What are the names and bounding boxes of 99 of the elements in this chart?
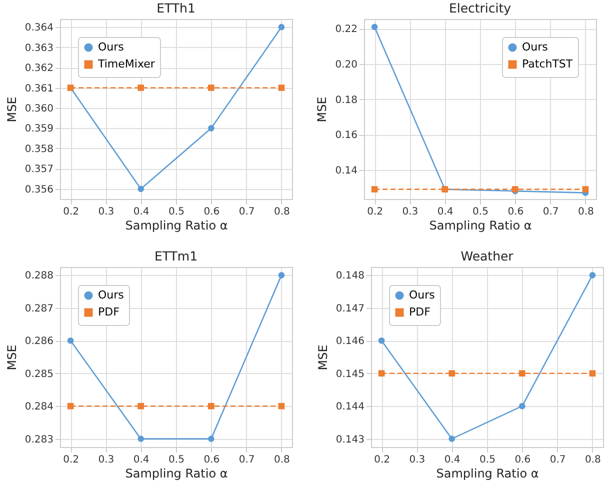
x-tick-label: 0.2 bbox=[374, 454, 390, 466]
y-tick-label: 0.285 bbox=[24, 368, 54, 380]
x-tick-label: 0.7 bbox=[542, 206, 559, 218]
legend-label: PatchTST bbox=[522, 58, 573, 70]
legend-label: TimeMixer bbox=[97, 58, 156, 70]
y-tick-label: 0.361 bbox=[24, 83, 54, 94]
y-tick-label: 0.356 bbox=[24, 184, 54, 196]
point bbox=[378, 370, 385, 377]
point bbox=[278, 272, 285, 278]
x-tick-label: 0.5 bbox=[168, 206, 184, 218]
x-tick-label: 0.8 bbox=[585, 454, 601, 466]
x-tick-label: 0.7 bbox=[238, 454, 255, 466]
chart-title: Weather bbox=[460, 248, 514, 264]
point bbox=[378, 337, 385, 344]
x-axis-title: Sampling Ratio α bbox=[436, 466, 539, 480]
legend-label: Ours bbox=[409, 288, 436, 302]
y-tick-label: 0.148 bbox=[336, 270, 364, 282]
point bbox=[518, 370, 526, 377]
point bbox=[582, 186, 589, 192]
point bbox=[278, 24, 285, 30]
x-tick-label: 0.4 bbox=[437, 206, 454, 218]
y-tick-label: 0.14 bbox=[335, 165, 358, 176]
x-tick-label: 0.3 bbox=[409, 454, 426, 466]
point bbox=[371, 24, 378, 30]
point bbox=[518, 402, 526, 410]
y-tick-label: 0.360 bbox=[24, 103, 54, 114]
x-tick-label: 0.2 bbox=[367, 206, 383, 218]
x-tick-label: 0.5 bbox=[480, 454, 496, 466]
legend-label: PDF bbox=[98, 306, 120, 318]
y-tick-label: 0.22 bbox=[335, 24, 358, 36]
legend-label: PDF bbox=[409, 306, 430, 318]
legend-label: Ours bbox=[98, 288, 124, 302]
x-tick-label: 0.2 bbox=[63, 206, 79, 218]
y-tick-label: 0.146 bbox=[336, 336, 364, 348]
chart-title: Electricity bbox=[448, 0, 512, 16]
point bbox=[208, 436, 214, 442]
y-tick-label: 0.284 bbox=[24, 402, 54, 413]
y-tick-label: 0.288 bbox=[24, 270, 54, 282]
y-tick-label: 0.362 bbox=[24, 63, 54, 74]
point bbox=[371, 186, 378, 192]
x-tick-label: 0.4 bbox=[133, 454, 150, 466]
x-tick-label: 0.8 bbox=[578, 206, 594, 218]
y-axis-title: MSE bbox=[4, 96, 19, 122]
y-tick-label: 0.359 bbox=[24, 124, 54, 135]
y-tick-label: 0.363 bbox=[24, 42, 54, 54]
chart-title: ETTh1 bbox=[156, 0, 196, 16]
legend-label: Ours bbox=[522, 40, 548, 54]
y-axis-title: MSE bbox=[316, 344, 330, 370]
point bbox=[67, 337, 74, 344]
x-tick-label: 0.4 bbox=[444, 454, 460, 466]
y-tick-label: 0.20 bbox=[335, 60, 358, 70]
point bbox=[208, 125, 214, 132]
y-tick-label: 0.287 bbox=[24, 303, 54, 314]
y-axis-title: MSE bbox=[315, 96, 330, 122]
point bbox=[208, 84, 214, 91]
y-tick-label: 0.358 bbox=[24, 144, 54, 155]
point bbox=[67, 402, 74, 410]
y-tick-label: 0.286 bbox=[24, 336, 54, 348]
point bbox=[138, 402, 144, 410]
x-tick-label: 0.7 bbox=[238, 206, 255, 218]
y-tick-label: 0.357 bbox=[24, 164, 54, 176]
x-tick-label: 0.6 bbox=[508, 206, 524, 218]
y-tick-label: 0.147 bbox=[336, 303, 364, 314]
y-tick-label: 0.16 bbox=[335, 130, 358, 142]
x-tick-label: 0.8 bbox=[274, 454, 290, 466]
y-tick-label: 0.283 bbox=[24, 434, 54, 446]
x-axis-title: Sampling Ratio α bbox=[125, 466, 228, 480]
point bbox=[448, 370, 456, 377]
point bbox=[138, 436, 144, 442]
y-tick-label: 0.143 bbox=[336, 434, 364, 446]
y-axis-title: MSE bbox=[4, 344, 19, 370]
legend-label: Ours bbox=[98, 40, 124, 54]
y-tick-label: 0.145 bbox=[336, 368, 364, 380]
x-tick-label: 0.6 bbox=[514, 454, 531, 466]
x-axis-title: Sampling Ratio α bbox=[429, 218, 532, 232]
x-tick-label: 0.5 bbox=[472, 206, 488, 218]
point bbox=[208, 402, 214, 410]
point bbox=[138, 84, 144, 91]
x-tick-label: 0.3 bbox=[402, 206, 418, 218]
x-tick-label: 0.6 bbox=[204, 206, 220, 218]
chart-title: ETTm1 bbox=[154, 248, 198, 264]
point bbox=[278, 402, 285, 410]
x-tick-label: 0.7 bbox=[550, 454, 566, 466]
y-tick-label: 0.364 bbox=[24, 22, 54, 34]
x-axis-title: Sampling Ratio α bbox=[125, 218, 228, 232]
x-tick-label: 0.8 bbox=[274, 206, 290, 218]
y-tick-label: 0.144 bbox=[336, 402, 364, 413]
x-tick-label: 0.3 bbox=[98, 206, 114, 218]
point bbox=[589, 370, 596, 377]
x-tick-label: 0.5 bbox=[168, 454, 184, 466]
point bbox=[278, 84, 285, 91]
x-tick-label: 0.3 bbox=[98, 454, 114, 466]
x-tick-label: 0.2 bbox=[63, 454, 79, 466]
point bbox=[138, 186, 144, 192]
x-tick-label: 0.4 bbox=[133, 206, 150, 218]
point bbox=[589, 272, 596, 278]
x-tick-label: 0.6 bbox=[204, 454, 220, 466]
point bbox=[448, 436, 456, 442]
y-tick-label: 0.18 bbox=[335, 94, 358, 106]
